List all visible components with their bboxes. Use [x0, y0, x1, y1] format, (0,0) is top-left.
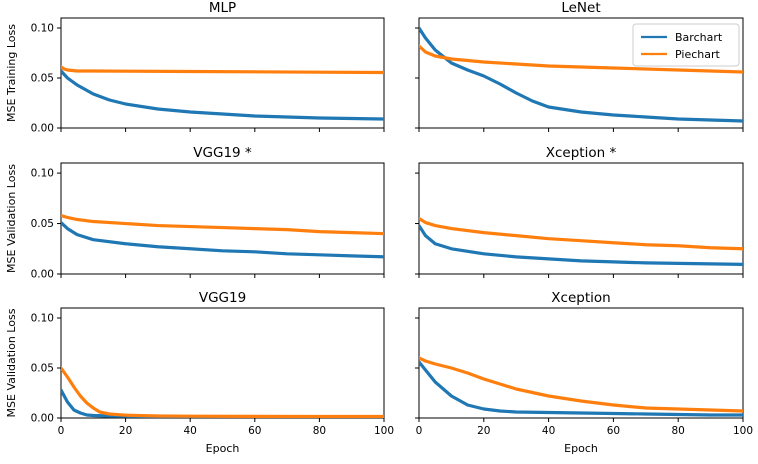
panel-xception: Xception *	[415, 145, 744, 278]
panel-xception-series-piechart	[419, 216, 743, 251]
legend-frame	[632, 23, 740, 67]
panel-vgg19-series-barchart	[61, 220, 384, 259]
panel-vgg19-line-barchart	[61, 220, 384, 259]
panel-xception-xtick-label-5: 100	[733, 425, 753, 437]
panel-vgg19-ytick-label-0: 0.00	[31, 413, 54, 425]
panel-vgg19: VGG19 0.00 0.05 0.10 0 20 40 60 80 100 Epoch	[31, 290, 394, 455]
panel-mlp-ytick-label-1: 0.05	[31, 73, 54, 85]
panel-vgg19-xtick-label-1: 20	[119, 425, 132, 437]
panel-vgg19-xtick-label-2: 40	[184, 425, 197, 437]
panel-vgg19-axes-frame	[60, 307, 385, 419]
panel-vgg19-xtick-label-0: 0	[58, 425, 65, 437]
panel-vgg19-ytick-label-2: 0.10	[31, 168, 54, 180]
panel-mlp: MLP 0.00 0.05 0.10	[31, 0, 385, 135]
panel-xception-xtick-label-0: 0	[416, 425, 423, 437]
row-ylabel-0: MSE Training Loss	[5, 24, 18, 122]
panel-lenet-series-piechart	[419, 44, 743, 74]
panel-vgg19-xtick-label-4: 80	[313, 425, 326, 437]
panel-xception-series-piechart	[419, 356, 743, 413]
panel-vgg19-series-piechart	[61, 213, 384, 236]
panel-vgg19-xlabel: Epoch	[206, 442, 240, 455]
legend-label-piechart: Piechart	[675, 48, 720, 61]
panel-vgg19-ytick-label-1: 0.05	[31, 218, 54, 230]
panel-xception-series-barchart	[419, 223, 743, 267]
panel-xception-series-barchart	[419, 360, 743, 417]
panel-xception-xtick-label-4: 80	[672, 425, 685, 437]
panels-layer: MLP 0.00 0.05 0.10 LeNet VGG19 * 0.00 0.05 0.10 X…	[31, 0, 753, 455]
panel-vgg19-title: VGG19 *	[193, 145, 252, 161]
panel-mlp-ytick-label-2: 0.10	[31, 23, 54, 35]
panel-lenet-line-piechart	[419, 44, 743, 74]
panel-mlp-ytick-label-0: 0.00	[31, 123, 54, 135]
row-ylabel-2: MSE Validation Loss	[5, 308, 18, 417]
panel-vgg19-xtick-label-5: 100	[374, 425, 394, 437]
panel-vgg19-ytick-label-1: 0.05	[31, 363, 54, 375]
panel-xception-axes-frame	[418, 162, 744, 275]
panel-xception-line-barchart	[419, 360, 743, 417]
panel-mlp-line-piechart	[61, 65, 384, 75]
panel-xception: Xception 0 20 40 60 80 100 Epoch	[415, 290, 753, 455]
panel-mlp-series-barchart	[61, 69, 384, 121]
panel-lenet-title: LeNet	[561, 0, 600, 16]
panel-vgg19-line-piechart	[61, 366, 384, 418]
row-ylabels: MSE Training Loss MSE Validation Loss MSE …	[5, 24, 18, 418]
panel-xception-line-piechart	[419, 216, 743, 251]
panel-vgg19-axes-frame	[60, 162, 385, 275]
panel-xception-xtick-label-2: 40	[542, 425, 555, 437]
panel-vgg19-title: VGG19	[199, 290, 246, 306]
legend: Barchart Piechart	[632, 23, 740, 67]
legend-label-barchart: Barchart	[675, 31, 723, 44]
panel-xception-xtick-label-1: 20	[477, 425, 490, 437]
panel-vgg19-xtick-label-3: 60	[248, 425, 261, 437]
panel-vgg19-series-piechart	[61, 366, 384, 418]
panel-mlp-series-piechart	[61, 65, 384, 75]
panel-xception-title: Xception	[551, 290, 610, 306]
row-ylabel-1: MSE Validation Loss	[5, 164, 18, 273]
panel-vgg19-ytick-label-2: 0.10	[31, 313, 54, 325]
panel-mlp-line-barchart	[61, 69, 384, 121]
panel-vgg19-ytick-label-0: 0.00	[31, 269, 54, 281]
panel-vgg19-line-piechart	[61, 213, 384, 236]
panel-xception-line-barchart	[419, 223, 743, 267]
panel-lenet: LeNet	[415, 0, 744, 132]
panel-vgg19: VGG19 * 0.00 0.05 0.10	[31, 145, 385, 281]
panel-xception-xlabel: Epoch	[564, 442, 598, 455]
panel-xception-title: Xception *	[546, 145, 617, 161]
panel-xception-xtick-label-3: 60	[607, 425, 620, 437]
panel-mlp-title: MLP	[209, 0, 236, 16]
panel-xception-line-piechart	[419, 356, 743, 413]
